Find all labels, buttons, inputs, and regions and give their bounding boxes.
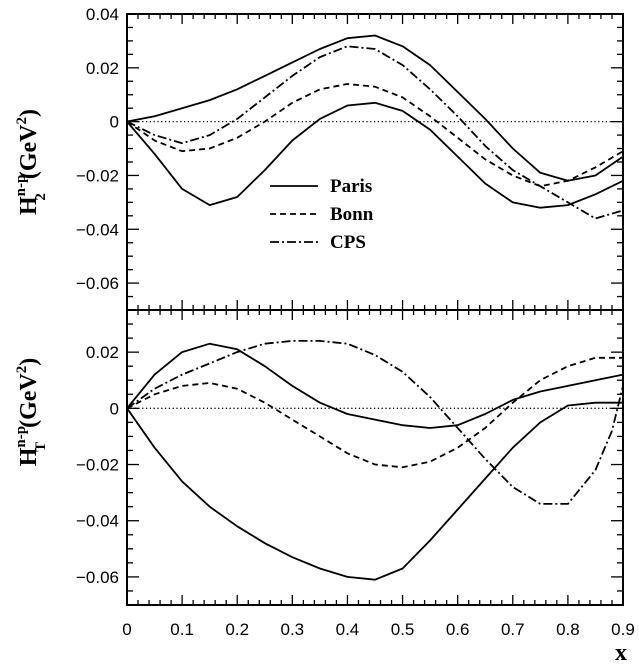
y-tick-label: −0.04 <box>76 512 119 531</box>
series-line-paris <box>126 342 624 429</box>
y-tick-label: −0.06 <box>76 274 119 293</box>
series-line-cps <box>126 340 624 505</box>
x-tick-label: 0.3 <box>281 620 305 639</box>
x-tick-label: 0 <box>122 620 131 639</box>
series-line-cps <box>126 45 624 220</box>
series-line-paris <box>126 101 624 209</box>
y-tick-label: 0.02 <box>86 343 119 362</box>
series-line-paris <box>126 34 624 182</box>
x-tick-label: 0.8 <box>556 620 580 639</box>
y-tick-label: −0.04 <box>76 220 119 239</box>
x-axis-labels: 0 0.1 0.2 0.3 0.4 0.5 0.6 0.7 0.8 0.9x <box>122 620 635 665</box>
bottom-panel: 0.02 0 −0.02 −0.04 −0.06 Hn-p T(GeV2) <box>13 309 624 606</box>
y-tick-label: −0.02 <box>76 456 119 475</box>
series-line-bonn <box>126 356 623 469</box>
legend: Paris Bonn CPS <box>270 176 374 253</box>
y-tick-label: 0.04 <box>86 5 119 24</box>
series-line-bonn <box>126 83 624 188</box>
x-axis-title: x <box>615 640 627 665</box>
legend-label-bonn: Bonn <box>330 204 374 225</box>
series-line-paris <box>126 401 623 581</box>
y-tick-label: −0.02 <box>76 166 119 185</box>
x-tick-label: 0.4 <box>336 620 360 639</box>
x-tick-label: 0.2 <box>225 620 249 639</box>
plot-frame <box>126 309 624 606</box>
x-tick-label: 0.9 <box>611 620 635 639</box>
legend-label-paris: Paris <box>330 176 372 197</box>
top-panel: 0.04 0.02 0 −0.02 −0.04 −0.06 Hn-p2(GeV2) <box>13 5 624 311</box>
y-tick-label: 0.02 <box>86 59 119 78</box>
x-tick-label: 0.7 <box>501 620 525 639</box>
x-tick-label: 0.5 <box>391 620 415 639</box>
y-tick-label: 0 <box>110 399 119 418</box>
y-tick-label: 0 <box>110 113 119 132</box>
y-axis-title: Hn-p2(GeV2) <box>13 109 49 215</box>
plot-frame <box>126 13 624 311</box>
x-tick-label: 0.6 <box>446 620 470 639</box>
x-tick-label: 0.1 <box>170 620 194 639</box>
y-tick-label: −0.06 <box>76 568 119 587</box>
legend-label-cps: CPS <box>330 232 366 253</box>
y-axis-title: Hn-p T(GeV2) <box>13 358 49 467</box>
